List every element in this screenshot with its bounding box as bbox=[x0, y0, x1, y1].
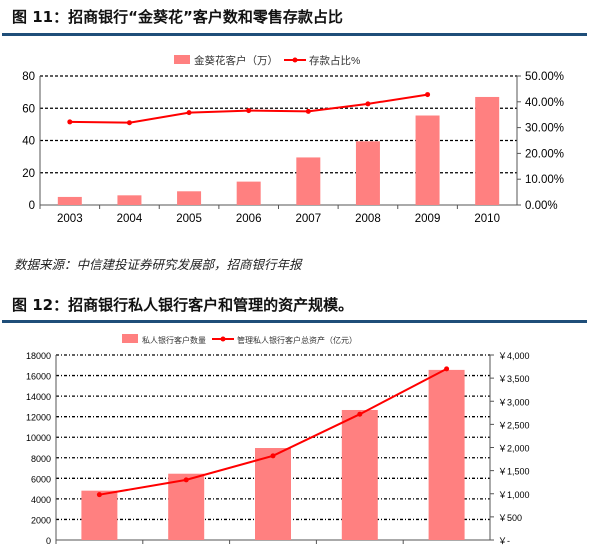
y-tick-label: 16000 bbox=[26, 372, 51, 382]
y2-tick-label: ￥3,500 bbox=[498, 374, 530, 384]
y2-tick-label: 0.00% bbox=[525, 200, 558, 212]
y2-tick-label: ￥- bbox=[498, 536, 510, 546]
legend-line-marker bbox=[292, 57, 298, 63]
y2-tick-label: 30.00% bbox=[525, 123, 564, 135]
x-tick-label: 2008 bbox=[355, 213, 381, 225]
figure-11-title: 图 11：招商银行“金葵花”客户数和零售存款占比 bbox=[12, 8, 343, 26]
y-tick-label: 4000 bbox=[31, 495, 51, 505]
y-tick-label: 6000 bbox=[31, 474, 51, 484]
y-tick-label: 12000 bbox=[26, 413, 51, 423]
line-point bbox=[186, 110, 192, 116]
y-tick-label: 18000 bbox=[26, 351, 51, 361]
bar bbox=[168, 473, 205, 540]
x-tick-label: 2004 bbox=[117, 213, 143, 225]
line-point bbox=[270, 453, 276, 459]
line-point bbox=[96, 492, 102, 498]
bar bbox=[81, 490, 118, 540]
bar bbox=[255, 448, 291, 540]
y2-tick-label: 10.00% bbox=[525, 174, 564, 186]
title-rule bbox=[2, 320, 587, 323]
bar bbox=[355, 141, 380, 205]
chart-11: 0 20 40 60 80 0.00% 10.00% 20.00% 30.00% 40.00% 50… bbox=[22, 54, 564, 225]
bar bbox=[177, 191, 202, 205]
legend-bar-label: 金葵花客户（万） bbox=[194, 54, 278, 67]
legend-line-label: 管理私人银行客户总资产（亿元） bbox=[237, 335, 357, 345]
legend-line-marker bbox=[220, 336, 226, 342]
y2-tick-label: ￥3,000 bbox=[498, 397, 530, 407]
y-tick-label: 10000 bbox=[26, 433, 51, 443]
y-tick-label: 20 bbox=[22, 168, 35, 180]
y2-tick-label: 50.00% bbox=[525, 71, 564, 83]
x-tick-label: 2009 bbox=[415, 213, 441, 225]
bar bbox=[341, 409, 378, 540]
y-tick-label: 14000 bbox=[26, 392, 51, 402]
line-point bbox=[357, 411, 363, 417]
line-point bbox=[183, 477, 189, 483]
line-point bbox=[246, 108, 252, 114]
line-point bbox=[126, 120, 132, 126]
x-tick-label: 2006 bbox=[236, 213, 262, 225]
x-tick-label: 2010 bbox=[474, 213, 500, 225]
bar bbox=[475, 96, 500, 205]
legend-line-label: 存款占比% bbox=[309, 54, 360, 67]
bar bbox=[236, 181, 261, 205]
bar bbox=[296, 157, 321, 205]
x-tick-label: 2007 bbox=[296, 213, 322, 225]
y2-tick-label: ￥2,500 bbox=[498, 420, 530, 430]
y2-tick-label: ￥4,000 bbox=[498, 351, 530, 361]
bar bbox=[415, 115, 440, 205]
source-note: 数据来源：中信建投证券研究发展部，招商银行年报 bbox=[14, 257, 302, 272]
y-tick-label: 0 bbox=[46, 536, 51, 546]
legend-bar-label: 私人银行客户数量 bbox=[142, 335, 206, 345]
y2-tick-label: ￥2,000 bbox=[498, 444, 530, 454]
legend-bar-swatch bbox=[122, 334, 138, 343]
line-point bbox=[67, 119, 73, 125]
y-tick-label: 2000 bbox=[31, 515, 51, 525]
y2-tick-label: ￥1,000 bbox=[498, 490, 530, 500]
y-tick-label: 80 bbox=[22, 71, 35, 83]
y-tick-label: 0 bbox=[29, 200, 35, 212]
line-point bbox=[365, 101, 371, 107]
y2-tick-label: ￥500 bbox=[498, 513, 522, 523]
line-point bbox=[444, 366, 450, 372]
x-tick-label: 2003 bbox=[57, 213, 83, 225]
bar bbox=[117, 195, 142, 205]
figure-12-title: 图 12：招商银行私人银行客户和管理的资产规模。 bbox=[12, 296, 354, 314]
y-tick-label: 60 bbox=[22, 103, 35, 115]
y2-tick-label: ￥1,500 bbox=[498, 467, 530, 477]
title-rule bbox=[2, 33, 587, 36]
line-point bbox=[425, 92, 431, 98]
y2-tick-label: 20.00% bbox=[525, 148, 564, 160]
y-tick-label: 40 bbox=[22, 136, 35, 148]
bar bbox=[428, 369, 465, 540]
bar bbox=[57, 196, 82, 205]
y2-tick-label: 40.00% bbox=[525, 97, 564, 109]
line-point bbox=[305, 108, 311, 114]
y-tick-label: 8000 bbox=[31, 454, 51, 464]
legend-bar-swatch bbox=[174, 55, 190, 64]
x-tick-label: 2005 bbox=[176, 213, 202, 225]
